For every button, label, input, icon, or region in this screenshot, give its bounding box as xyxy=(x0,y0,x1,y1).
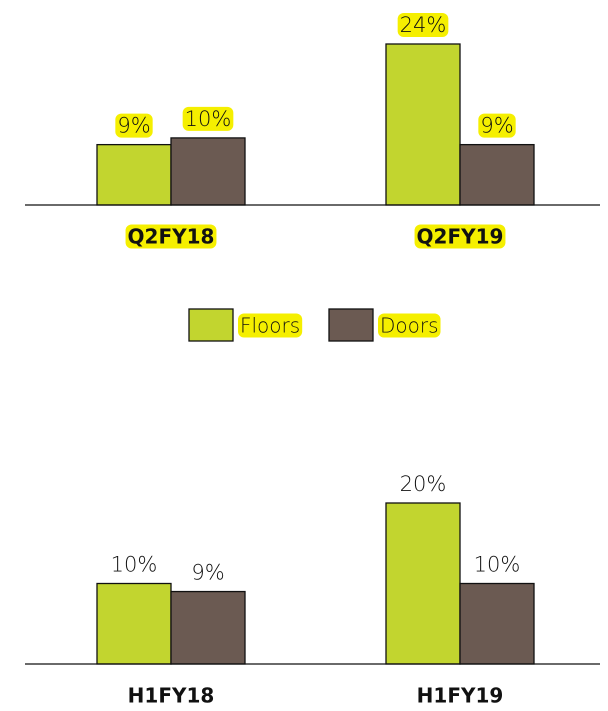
label-highlight xyxy=(378,313,441,338)
bar xyxy=(459,582,535,665)
bar xyxy=(385,502,461,665)
value-label: 24% xyxy=(400,13,447,37)
bar xyxy=(459,143,535,206)
label-highlight xyxy=(115,113,153,138)
bar xyxy=(385,43,461,206)
legend-label: Floors xyxy=(240,314,300,338)
value-label: 10% xyxy=(111,553,158,577)
category-label: Q2FY18 xyxy=(128,225,215,249)
value-label: 10% xyxy=(474,553,521,577)
label-highlight xyxy=(182,106,234,131)
category-label: Q2FY19 xyxy=(417,225,504,249)
label-highlight xyxy=(397,13,449,37)
value-label: 20% xyxy=(400,472,447,496)
label-highlight xyxy=(414,224,506,249)
category-label: H1FY18 xyxy=(128,684,215,708)
value-label: 9% xyxy=(191,561,224,585)
label-highlight xyxy=(125,224,217,249)
legend-swatch xyxy=(328,308,374,342)
bar xyxy=(170,590,246,665)
value-label: 9% xyxy=(480,114,513,138)
label-highlight xyxy=(238,313,303,338)
category-label: H1FY19 xyxy=(417,684,504,708)
legend-label: Doors xyxy=(380,314,439,338)
bar xyxy=(96,582,172,665)
label-highlight xyxy=(478,113,516,138)
legend-swatch xyxy=(188,308,234,342)
value-label: 9% xyxy=(117,114,150,138)
bar xyxy=(170,137,246,206)
bar xyxy=(96,143,172,206)
value-label: 10% xyxy=(185,107,232,131)
